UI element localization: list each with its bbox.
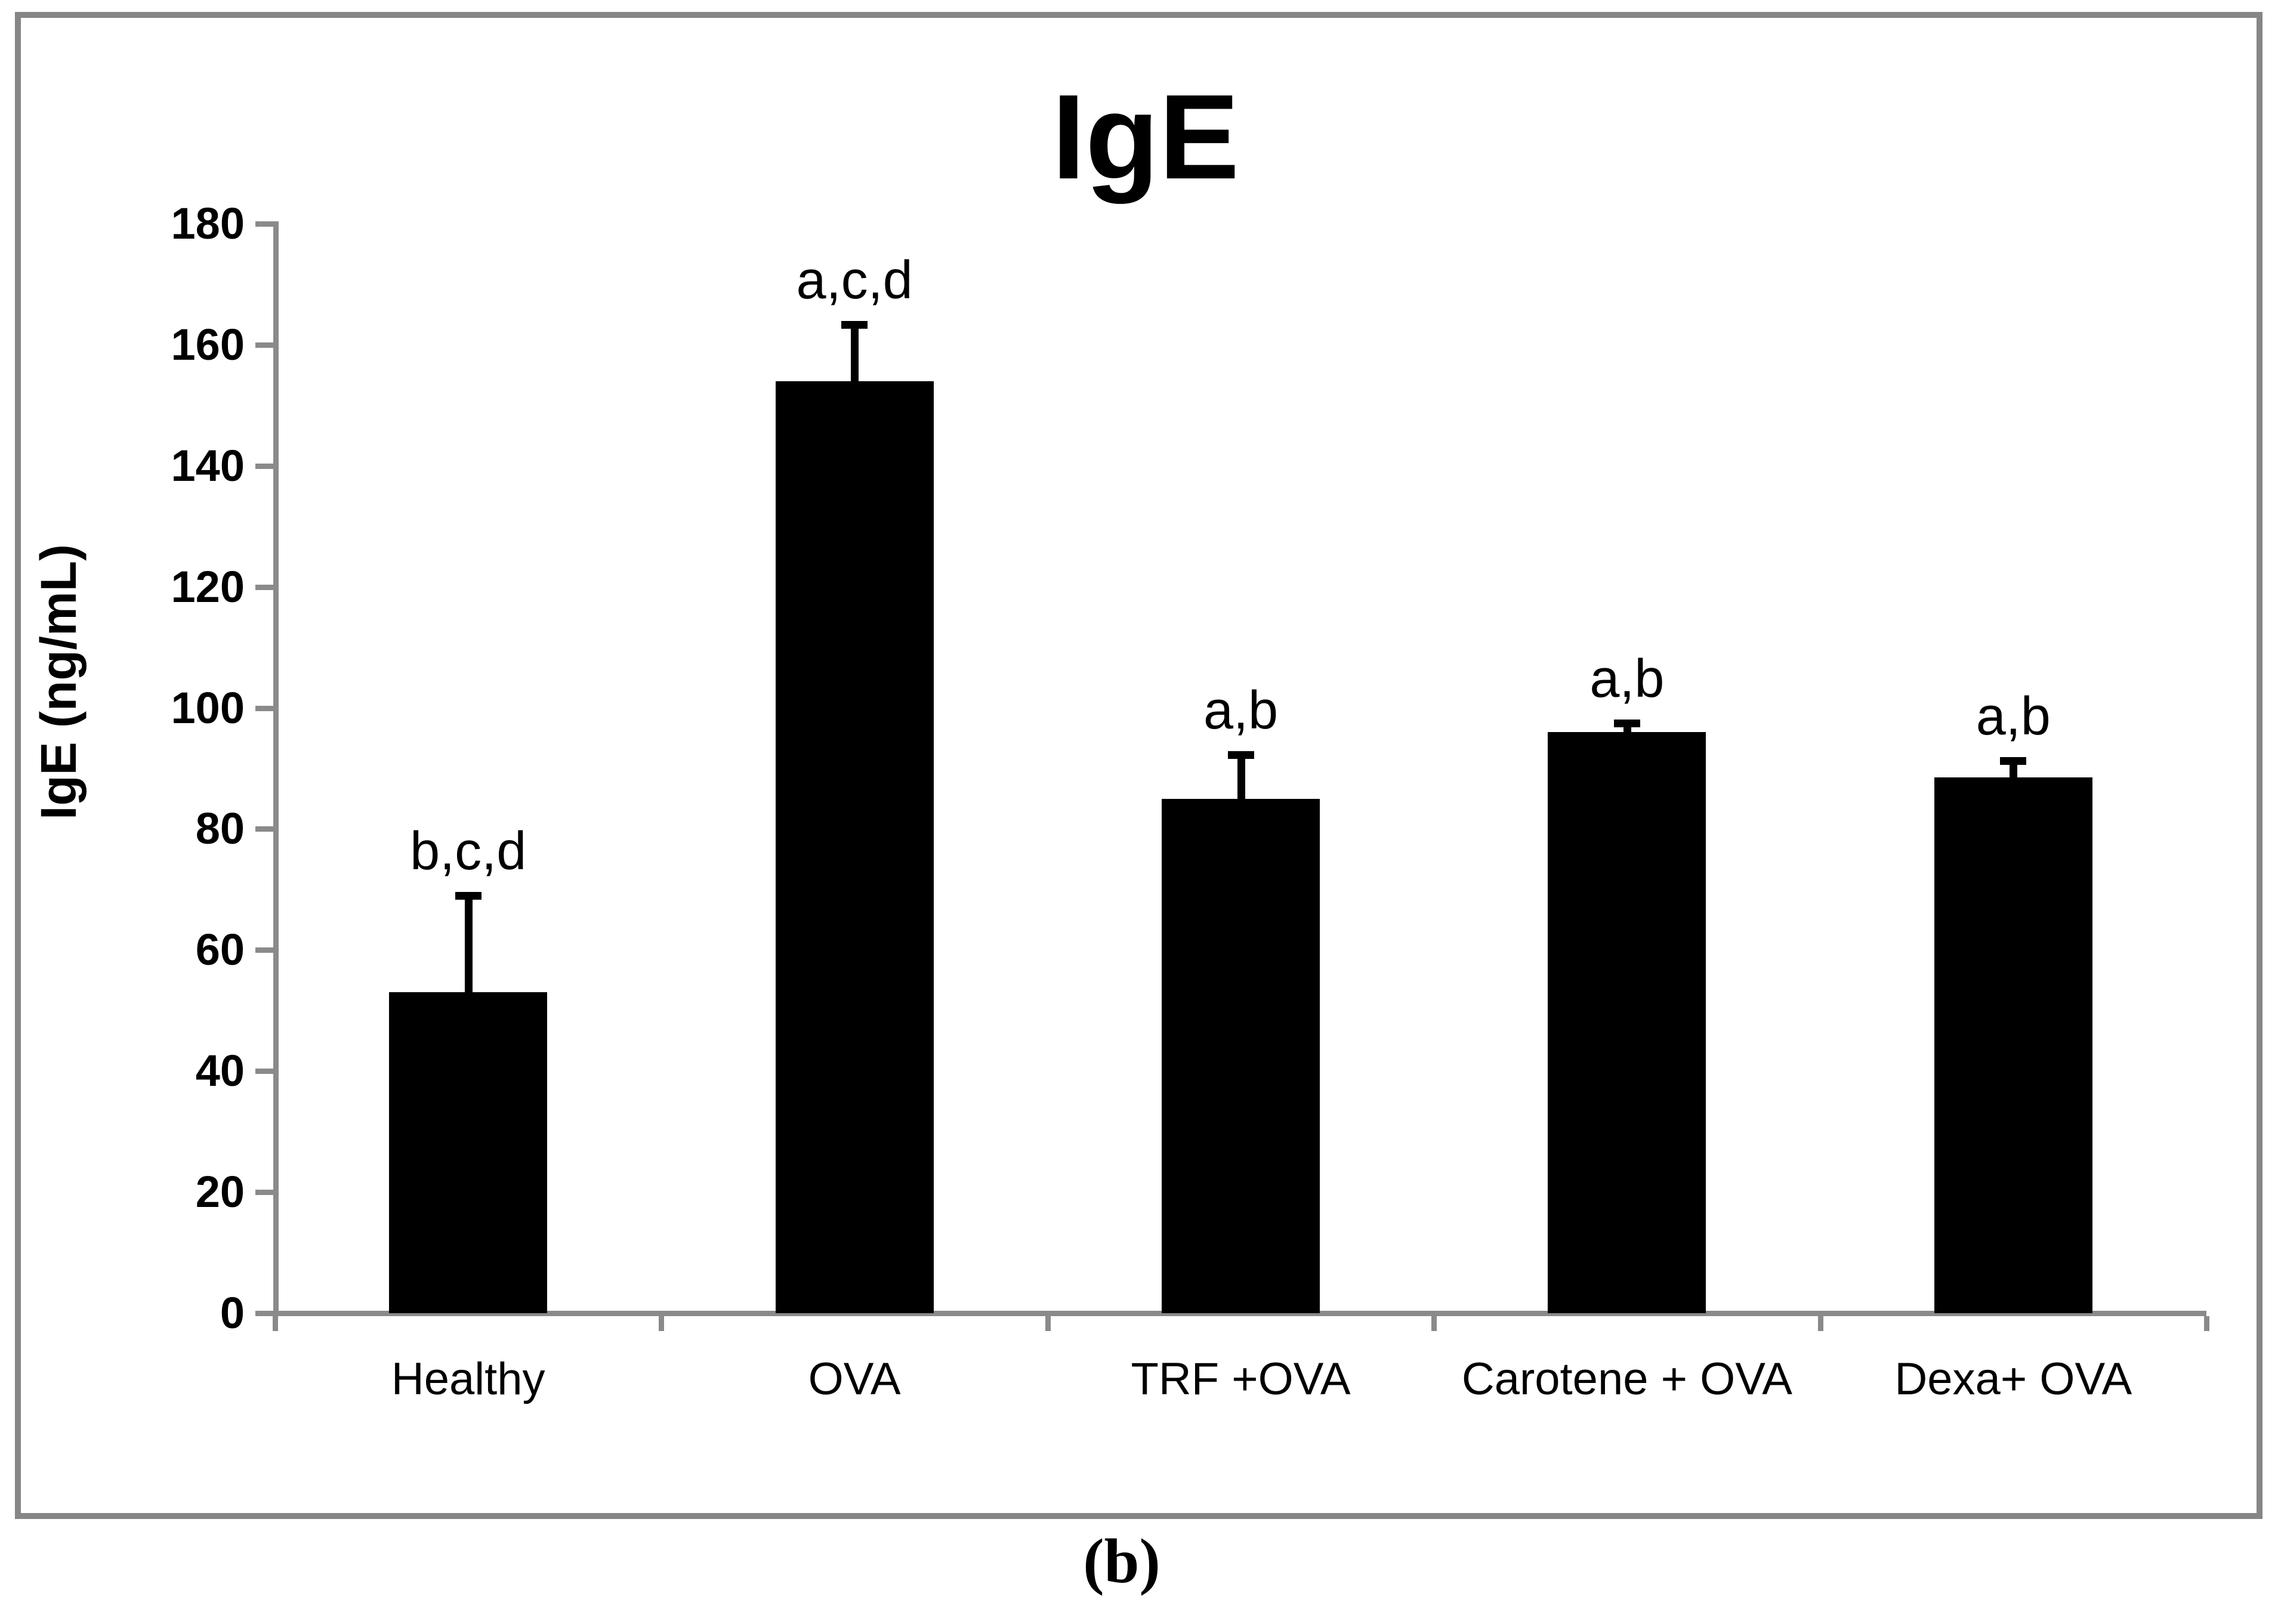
bar — [1934, 777, 2092, 1313]
error-bar-line — [1237, 754, 1245, 799]
y-tick-label: 100 — [171, 683, 245, 733]
error-bar-line — [464, 896, 473, 993]
x-axis-tick — [273, 1316, 278, 1331]
bar — [1162, 798, 1320, 1313]
y-tick-label: 20 — [195, 1167, 245, 1217]
figure-caption: (b) — [1083, 1526, 1160, 1596]
x-axis-tick — [659, 1316, 665, 1331]
y-axis-tick — [255, 705, 273, 711]
x-axis-tick — [1431, 1316, 1437, 1331]
y-axis-tick — [255, 1069, 273, 1075]
y-axis-tick — [255, 1311, 273, 1316]
significance-annotation: a,b — [1976, 686, 2051, 746]
x-axis-tick — [1817, 1316, 1823, 1331]
y-axis-tick — [255, 947, 273, 953]
y-tick-label: 60 — [195, 925, 245, 975]
bar — [775, 381, 934, 1313]
x-tick-label: OVA — [808, 1354, 901, 1404]
bar — [1548, 732, 1706, 1313]
error-bar-cap — [1613, 719, 1640, 727]
chart-title: IgE — [1051, 69, 1240, 204]
y-axis-tick — [255, 221, 273, 227]
significance-annotation: b,c,d — [410, 822, 527, 882]
y-axis-tick — [255, 826, 273, 832]
y-axis-tick — [255, 342, 273, 348]
significance-annotation: a,c,d — [796, 251, 913, 311]
x-axis-tick — [1045, 1316, 1051, 1331]
y-tick-label: 40 — [195, 1046, 245, 1096]
error-bar-line — [851, 325, 859, 381]
bar — [389, 992, 548, 1313]
x-axis-tick — [2204, 1316, 2209, 1331]
y-axis-tick — [255, 1190, 273, 1196]
y-axis-line — [273, 221, 279, 1316]
x-tick-label: Carotene + OVA — [1461, 1354, 1792, 1404]
x-tick-label: Dexa+ OVA — [1894, 1354, 2132, 1404]
error-bar-line — [2010, 760, 2018, 778]
error-bar-cap — [1227, 751, 1254, 759]
error-bar-cap — [841, 321, 868, 329]
y-tick-label: 80 — [195, 804, 245, 854]
y-axis-tick — [255, 463, 273, 469]
figure-border-box — [15, 12, 2263, 1519]
y-axis-tick — [255, 584, 273, 590]
error-bar-cap — [2000, 757, 2027, 765]
error-bar-cap — [455, 892, 481, 900]
significance-annotation: a,b — [1589, 649, 1665, 709]
x-tick-label: TRF +OVA — [1131, 1354, 1351, 1404]
y-tick-label: 160 — [171, 319, 245, 369]
y-tick-label: 180 — [171, 199, 245, 248]
x-tick-label: Healthy — [391, 1354, 545, 1404]
x-axis-line — [273, 1311, 2206, 1316]
y-tick-label: 140 — [171, 440, 245, 490]
y-tick-label: 120 — [171, 561, 245, 612]
significance-annotation: a,b — [1203, 680, 1279, 740]
y-tick-label: 0 — [220, 1288, 245, 1338]
